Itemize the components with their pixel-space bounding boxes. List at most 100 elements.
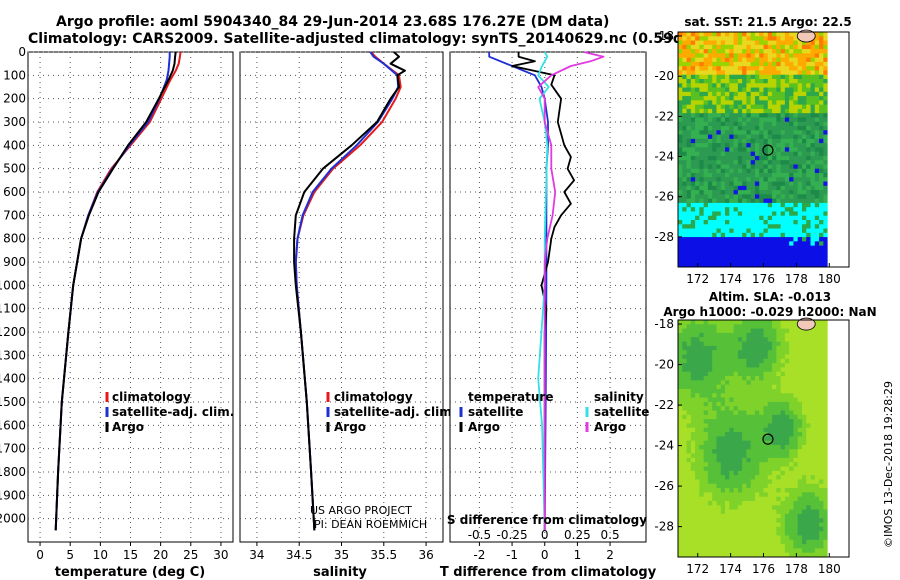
map-cell: [754, 245, 760, 251]
x-tick-label: 34.5: [286, 548, 313, 562]
map-cell: [750, 262, 756, 268]
map-cell: [819, 96, 824, 101]
map-cell: [707, 74, 713, 80]
map-cell: [733, 104, 739, 110]
map-cell: [754, 531, 760, 536]
map-cell: [797, 130, 803, 135]
map-cell: [819, 83, 824, 88]
map-cell: [750, 32, 756, 37]
map-cell: [737, 535, 743, 541]
map-cell: [686, 384, 692, 390]
map-cell: [772, 332, 777, 338]
map-cell: [819, 61, 824, 67]
map-cell: [789, 363, 794, 368]
map-cell: [806, 147, 811, 153]
map-cell: [763, 168, 769, 174]
map-cell: [789, 151, 794, 157]
map-cell: [725, 496, 730, 502]
map-cell: [759, 483, 764, 489]
map-cell: [797, 526, 803, 532]
map-cell: [703, 241, 709, 247]
map-cell: [703, 237, 709, 242]
map-cell: [806, 427, 811, 433]
map-cell: [793, 44, 799, 50]
map-cell: [742, 470, 747, 476]
map-cell: [742, 500, 747, 506]
map-cell: [729, 40, 734, 46]
map-cell: [814, 262, 820, 268]
map-cell: [725, 70, 730, 76]
map-cell: [733, 466, 739, 472]
map-cell: [810, 440, 816, 446]
map-cell: [759, 414, 764, 420]
map-cell: [789, 462, 794, 467]
map-cell: [716, 337, 722, 342]
map-cell: [819, 143, 824, 148]
map-cell: [729, 320, 734, 325]
legend-climatology-label: climatology: [112, 390, 191, 404]
map-cell: [759, 406, 764, 411]
map-cell: [823, 505, 829, 510]
map-cell: [678, 237, 683, 242]
map-cell: [772, 215, 777, 221]
map-cell: [682, 91, 687, 97]
map-cell: [746, 91, 752, 97]
map-cell: [819, 393, 824, 398]
map-cell: [784, 345, 790, 351]
map-cell: [754, 496, 760, 502]
map-cell: [767, 237, 773, 242]
map-cell: [793, 427, 799, 433]
map-cell: [690, 496, 696, 502]
map-cell: [737, 320, 743, 325]
map-cell: [707, 531, 713, 536]
map-cell: [699, 324, 705, 330]
map-cell: [810, 406, 816, 411]
map-cell: [729, 202, 734, 208]
map-cell: [707, 440, 713, 446]
map-cell: [712, 328, 717, 334]
map-cell: [793, 544, 799, 549]
map-cell: [793, 363, 799, 368]
map-cell: [733, 185, 739, 191]
map-cell: [716, 436, 722, 442]
map-cell: [742, 66, 747, 71]
map-cell: [703, 185, 709, 191]
map-cell: [754, 36, 760, 41]
map-cell: [742, 104, 747, 110]
map-cell: [814, 83, 820, 88]
map-cell: [763, 376, 769, 381]
map-cell: [750, 245, 756, 251]
map-cell: [819, 138, 824, 144]
map-cell: [720, 49, 726, 54]
map-cell: [699, 320, 705, 325]
map-cell: [699, 332, 705, 338]
map-cell: [733, 522, 739, 528]
map-cell: [716, 488, 722, 493]
map-cell: [686, 151, 692, 157]
map-cell: [797, 258, 803, 264]
map-cell: [686, 444, 692, 450]
map-cell: [763, 160, 769, 165]
map-cell: [823, 121, 829, 127]
map-cell: [733, 505, 739, 510]
map-cell: [695, 198, 700, 204]
map-cell: [678, 198, 683, 204]
map-cell: [733, 249, 739, 255]
map-cell: [814, 531, 820, 536]
map-cell: [699, 66, 705, 71]
map-cell: [759, 79, 764, 84]
map-cell: [784, 32, 790, 37]
map-cell: [819, 211, 824, 217]
map-cell: [784, 79, 790, 84]
map-cell: [780, 108, 786, 114]
map-cell: [759, 496, 764, 502]
map-cell: [678, 164, 683, 170]
map-cell: [772, 66, 777, 71]
map-cell: [682, 488, 687, 493]
map-cell: [767, 526, 773, 532]
map-cell: [733, 202, 739, 208]
map-cell: [819, 79, 824, 84]
map-cell: [810, 509, 816, 515]
map-cell: [754, 488, 760, 493]
map-cell: [754, 224, 760, 229]
